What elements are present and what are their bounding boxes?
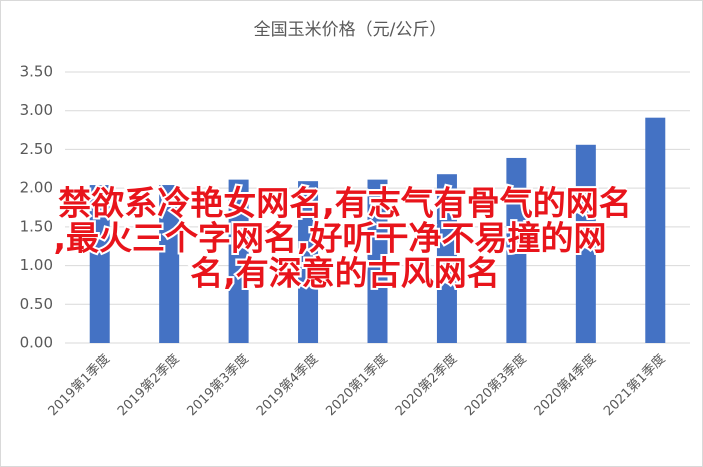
chart-title: 全国玉米价格（元/公斤） (254, 20, 447, 40)
y-tick-label: 0.00 (20, 334, 53, 352)
y-tick-label: 1.00 (20, 256, 53, 274)
overlay-text: 名,有深意的古风网名 (190, 254, 500, 293)
y-tick-label: 3.00 (20, 101, 53, 119)
overlay-text: 禁欲系冷艳女网名,有志气有骨气的网名 (58, 184, 632, 223)
y-tick-label: 1.50 (20, 217, 53, 235)
overlay-text: ,最火三个字网名,好听干净不易撞的网 (53, 219, 606, 258)
bar (367, 179, 388, 343)
y-tick-label: 2.00 (20, 179, 53, 197)
bar (436, 174, 457, 343)
y-tick-label: 0.50 (20, 295, 53, 313)
bar (506, 157, 527, 343)
bar (89, 185, 110, 343)
bar (575, 144, 596, 343)
bar (228, 179, 249, 343)
bar (645, 117, 666, 343)
bar (159, 185, 180, 343)
y-tick-label: 2.50 (20, 140, 53, 158)
bar (298, 181, 319, 343)
y-tick-label: 3.50 (20, 63, 53, 81)
